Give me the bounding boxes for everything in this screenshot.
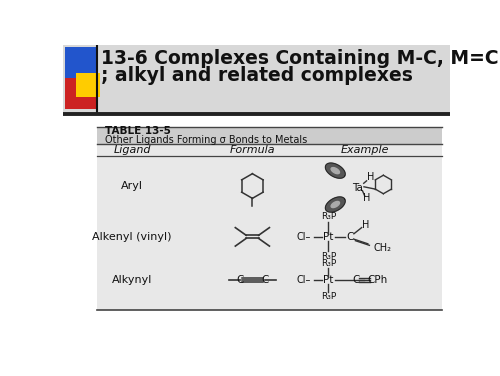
Polygon shape: [331, 168, 340, 174]
Bar: [62, 45, 450, 113]
Text: CPh: CPh: [368, 275, 388, 285]
Text: R₃P: R₃P: [320, 259, 336, 268]
Text: C: C: [352, 275, 360, 285]
Text: C: C: [236, 275, 244, 285]
Text: H: H: [362, 193, 370, 203]
Text: H: H: [368, 172, 374, 182]
Polygon shape: [331, 202, 340, 208]
Text: Formula: Formula: [230, 145, 275, 155]
Text: Cl–: Cl–: [297, 275, 312, 285]
Text: TABLE 13-5: TABLE 13-5: [105, 126, 171, 136]
Text: ; alkyl and related complexes: ; alkyl and related complexes: [101, 67, 413, 85]
Text: H: H: [362, 220, 369, 229]
Polygon shape: [326, 163, 345, 178]
Text: Ta: Ta: [352, 183, 362, 193]
Text: Pt: Pt: [323, 275, 334, 285]
Text: Example: Example: [340, 145, 389, 155]
Bar: [65, 78, 98, 109]
Text: Other Ligands Forming σ Bonds to Metals: Other Ligands Forming σ Bonds to Metals: [105, 135, 308, 145]
Text: Pt: Pt: [323, 232, 334, 242]
Text: Cl–: Cl–: [297, 232, 312, 242]
Text: CH₂: CH₂: [374, 243, 392, 253]
Text: 13-6 Complexes Containing M-C, M=C and M≡C Bond: 13-6 Complexes Containing M-C, M=C and M…: [101, 50, 500, 68]
Text: R₃P: R₃P: [320, 252, 336, 261]
Bar: [98, 127, 442, 144]
Text: Alkynyl: Alkynyl: [112, 275, 152, 285]
Bar: [65, 47, 98, 82]
Text: C: C: [346, 232, 354, 242]
Text: Aryl: Aryl: [121, 181, 144, 191]
Text: Ligand: Ligand: [114, 145, 151, 155]
Bar: [76, 73, 100, 97]
Bar: [98, 127, 442, 310]
Text: C: C: [261, 275, 268, 285]
Text: Alkenyl (vinyl): Alkenyl (vinyl): [92, 232, 172, 242]
Text: R₃P: R₃P: [320, 212, 336, 221]
Text: R₃P: R₃P: [320, 293, 336, 302]
Polygon shape: [326, 197, 345, 212]
